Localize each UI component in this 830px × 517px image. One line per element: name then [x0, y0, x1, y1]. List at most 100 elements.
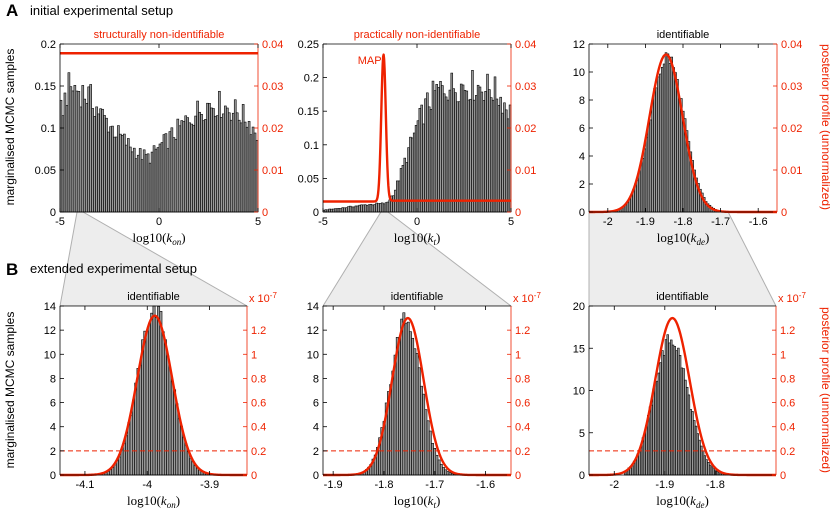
y2-tick-label: 0.8: [780, 373, 795, 385]
histogram-bar: [431, 443, 434, 476]
left-ylabel-a: marginalised MCMC samples: [3, 49, 17, 206]
y2-tick-label: 0.01: [781, 165, 802, 177]
panel-title: identifiable: [656, 291, 709, 303]
y-tick-label: 6: [579, 123, 585, 135]
x-tick-label: 5: [255, 216, 261, 228]
histogram-bars: [90, 305, 229, 476]
histogram-bar: [152, 305, 156, 476]
y-tick-label: 0.05: [298, 173, 319, 185]
zoom-connectors: [59, 211, 777, 307]
y2-tick-label: 0.01: [515, 165, 536, 177]
panel-title: identifiable: [391, 291, 444, 303]
histogram-bar: [409, 331, 412, 476]
histogram-bar: [122, 442, 126, 476]
y2-tick-label: 0.4: [515, 422, 530, 434]
y2-multiplier: x 10-7: [249, 291, 277, 305]
histogram-bar: [406, 321, 410, 476]
y2-tick-label: 0.04: [262, 39, 283, 51]
y-tick-label: 4: [579, 151, 585, 163]
histogram-bar: [175, 403, 179, 476]
y-tick-label: 0: [313, 207, 319, 219]
histogram-bar: [113, 464, 117, 476]
x-axis-label: log10(kt): [394, 230, 441, 247]
y2-tick-label: 0.8: [251, 373, 266, 385]
histogram-bar: [164, 339, 167, 476]
y2-tick-label: 0.6: [515, 398, 530, 410]
y-tick-label: 10: [573, 67, 585, 79]
x-axis-label-suffix: ): [705, 230, 709, 245]
histogram-bar: [437, 459, 441, 476]
y2-tick-label: 0: [781, 207, 787, 219]
histogram-bar: [143, 330, 147, 476]
histogram-bar: [182, 436, 186, 476]
x-tick-label: -2: [603, 216, 613, 228]
x-axis-label-var: k: [428, 493, 434, 508]
x-tick-label: -5: [318, 216, 328, 228]
y2-tick-label: 0.04: [515, 39, 536, 51]
x-tick-label: -2: [609, 479, 619, 491]
histogram-bar: [422, 393, 426, 476]
x-tick-label: -1.7: [711, 216, 730, 228]
y-tick-label: 12: [44, 325, 56, 337]
y-tick-label: 10: [573, 386, 585, 398]
y2-tick-label: 0.03: [515, 81, 536, 93]
x-axis-label-sub: t: [433, 500, 436, 510]
histogram-bar: [125, 435, 129, 476]
panel-title: identifiable: [127, 291, 180, 303]
y2-tick-label: 0.2: [251, 446, 266, 458]
section-letter-a: A: [6, 1, 18, 20]
x-axis-label-suffix: ): [436, 493, 440, 508]
panel-a3: -2 -1.9 -1.8 -1.7 -1.6 0 2 4 6 8 10 12 0 0.01 0.02 0.03…: [573, 29, 803, 247]
panel-a2: -5 0 500.050.10.150.20.2500.010.020.030.04…: [298, 29, 537, 247]
histogram-bar: [166, 355, 170, 476]
y-tick-label: 0: [579, 207, 585, 219]
histogram-bar: [415, 353, 419, 476]
histogram-bar: [189, 458, 193, 476]
y2-tick-label: 1: [251, 349, 257, 361]
x-tick-label: -5: [55, 216, 65, 228]
x-axis-label-suffix: ): [176, 493, 180, 508]
y2-exponent: -7: [799, 291, 807, 300]
section-caption-a: initial experimental setup: [30, 3, 173, 18]
y-tick-label: 6: [313, 398, 319, 410]
y2-tick-label: 0: [515, 207, 521, 219]
x-axis-label-suffix: ): [181, 230, 185, 245]
x-axis-label-var: k: [161, 493, 167, 508]
x-axis-label: log10(kde): [656, 493, 709, 510]
y-tick-label: 12: [573, 39, 585, 51]
y2-tick-label: 0.03: [781, 81, 802, 93]
y-tick-label: 0: [50, 207, 56, 219]
section-caption-b: extended experimental setup: [30, 261, 197, 276]
histogram-bar: [177, 418, 181, 476]
y2-tick-label: 0.04: [781, 39, 802, 51]
y-tick-label: 0.25: [298, 39, 319, 51]
y-tick-label: 10: [44, 349, 56, 361]
histogram-bar: [444, 469, 448, 476]
y2-tick-label: 0.4: [251, 422, 266, 434]
histogram-bar: [170, 381, 174, 476]
panel-title: structurally non-identifiable: [94, 29, 225, 41]
left-ylabel-b: marginalised MCMC samples: [3, 312, 17, 469]
y2-tick-label: 0.8: [515, 373, 530, 385]
y-tick-label: 2: [579, 179, 585, 191]
y-tick-label: 0.15: [298, 106, 319, 118]
histogram-bar: [168, 367, 172, 476]
y-tick-label: 8: [579, 95, 585, 107]
y-tick-label: 2: [313, 446, 319, 458]
y-tick-label: 4: [313, 422, 319, 434]
y-tick-label: 8: [50, 373, 56, 385]
histogram-bar: [118, 456, 122, 476]
y2-tick-label: 0: [780, 470, 786, 482]
x-tick-label: -1.9: [636, 216, 655, 228]
x-axis-label-prefix: log10(: [657, 230, 691, 245]
x-tick-label: -4: [142, 479, 152, 491]
panel-a1: -5 0 500.050.10.150.200.010.020.030.04stru…: [35, 29, 284, 247]
x-tick-label: -1.8: [706, 479, 725, 491]
x-tick-label: -1.7: [425, 479, 444, 491]
y-tick-label: 0.1: [304, 140, 319, 152]
histogram-bar: [411, 337, 415, 476]
y2-tick-label: 1.2: [780, 325, 795, 337]
y-tick-label: 14: [307, 301, 319, 313]
x-axis-label-sub: t: [433, 237, 436, 247]
histogram-bars: [343, 312, 476, 476]
